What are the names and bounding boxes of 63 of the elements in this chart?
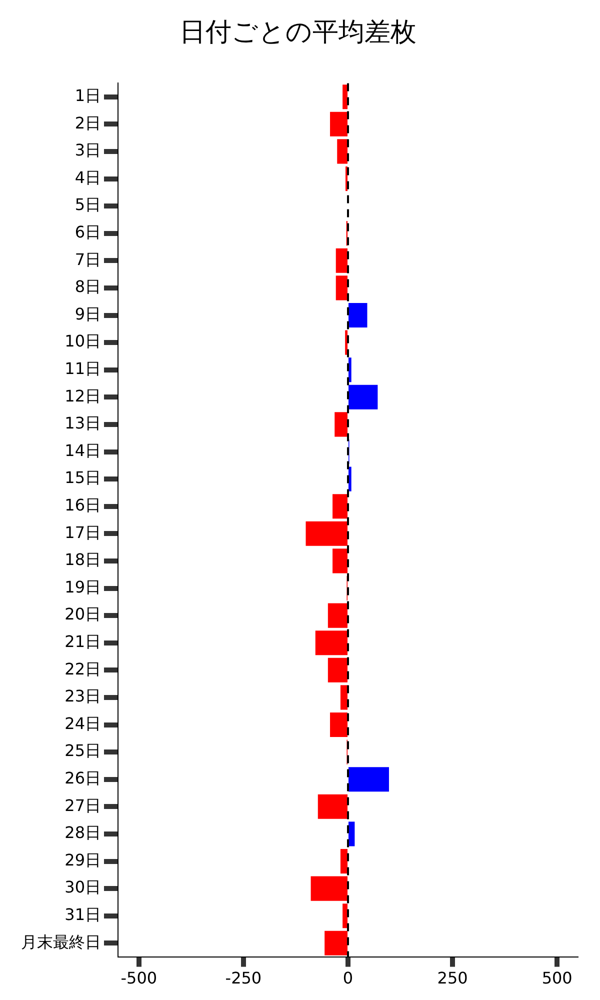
y-tick-label: 10日 bbox=[64, 332, 101, 351]
y-tick-label: 12日 bbox=[64, 386, 101, 406]
bar bbox=[310, 876, 348, 901]
bar bbox=[348, 466, 352, 492]
bar bbox=[328, 603, 348, 628]
bar bbox=[348, 384, 378, 410]
y-tick-label: 7日 bbox=[74, 250, 101, 269]
bar bbox=[340, 848, 348, 874]
bar bbox=[336, 248, 348, 273]
bar bbox=[324, 930, 348, 956]
y-tick-label: 20日 bbox=[64, 604, 101, 624]
bar bbox=[330, 712, 348, 738]
bar bbox=[306, 521, 348, 546]
y-tick-label: 月末最終日 bbox=[21, 932, 101, 952]
bar bbox=[337, 139, 348, 164]
y-tick-label: 17日 bbox=[64, 522, 101, 542]
y-tick-label: 6日 bbox=[74, 222, 101, 242]
bar bbox=[332, 494, 348, 519]
y-tick-label: 16日 bbox=[64, 496, 101, 515]
y-tick-label: 5日 bbox=[74, 195, 101, 214]
chart-title: 日付ごとの平均差枚 bbox=[180, 17, 416, 48]
y-tick-label: 23日 bbox=[64, 686, 101, 706]
y-tick-label: 26日 bbox=[64, 768, 101, 788]
bar bbox=[336, 276, 348, 300]
x-tick-label: -500 bbox=[120, 968, 158, 988]
y-tick-label: 21日 bbox=[64, 632, 101, 652]
bar bbox=[348, 767, 389, 792]
y-tick-label: 2日 bbox=[74, 113, 101, 132]
y-tick-label: 1日 bbox=[74, 86, 101, 106]
y-tick-label: 29日 bbox=[64, 850, 101, 870]
y-tick-label: 4日 bbox=[74, 168, 101, 187]
y-tick-label: 22日 bbox=[64, 659, 101, 678]
x-tick-label: 0 bbox=[342, 968, 354, 988]
bar bbox=[328, 658, 348, 682]
y-tick-label: 3日 bbox=[74, 140, 101, 160]
y-tick-label: 27日 bbox=[64, 796, 101, 815]
bar bbox=[348, 822, 355, 846]
y-tick-label: 28日 bbox=[64, 823, 101, 842]
bar bbox=[348, 358, 352, 382]
y-tick-label: 31日 bbox=[64, 905, 101, 924]
y-tick-label: 9日 bbox=[74, 304, 101, 324]
y-tick-label: 24日 bbox=[64, 714, 101, 733]
y-tick-label: 18日 bbox=[64, 550, 101, 570]
bar bbox=[348, 302, 368, 328]
y-tick-label: 11日 bbox=[64, 359, 101, 378]
bar bbox=[315, 630, 348, 656]
x-tick-label: -250 bbox=[225, 968, 262, 988]
y-tick-label: 14日 bbox=[64, 440, 101, 460]
bar bbox=[342, 904, 348, 928]
y-tick-label: 13日 bbox=[64, 414, 101, 433]
bar bbox=[340, 685, 348, 710]
y-tick-label: 15日 bbox=[64, 468, 101, 488]
bar bbox=[330, 112, 348, 136]
bar bbox=[332, 548, 348, 574]
y-tick-label: 25日 bbox=[64, 741, 101, 760]
x-tick-label: 250 bbox=[437, 968, 468, 988]
bar bbox=[334, 412, 348, 437]
y-tick-label: 19日 bbox=[64, 577, 101, 596]
bar bbox=[318, 794, 348, 819]
y-tick-label: 8日 bbox=[74, 277, 101, 296]
x-tick-label: 500 bbox=[542, 968, 572, 988]
y-tick-label: 30日 bbox=[64, 878, 101, 897]
bar bbox=[342, 84, 348, 110]
